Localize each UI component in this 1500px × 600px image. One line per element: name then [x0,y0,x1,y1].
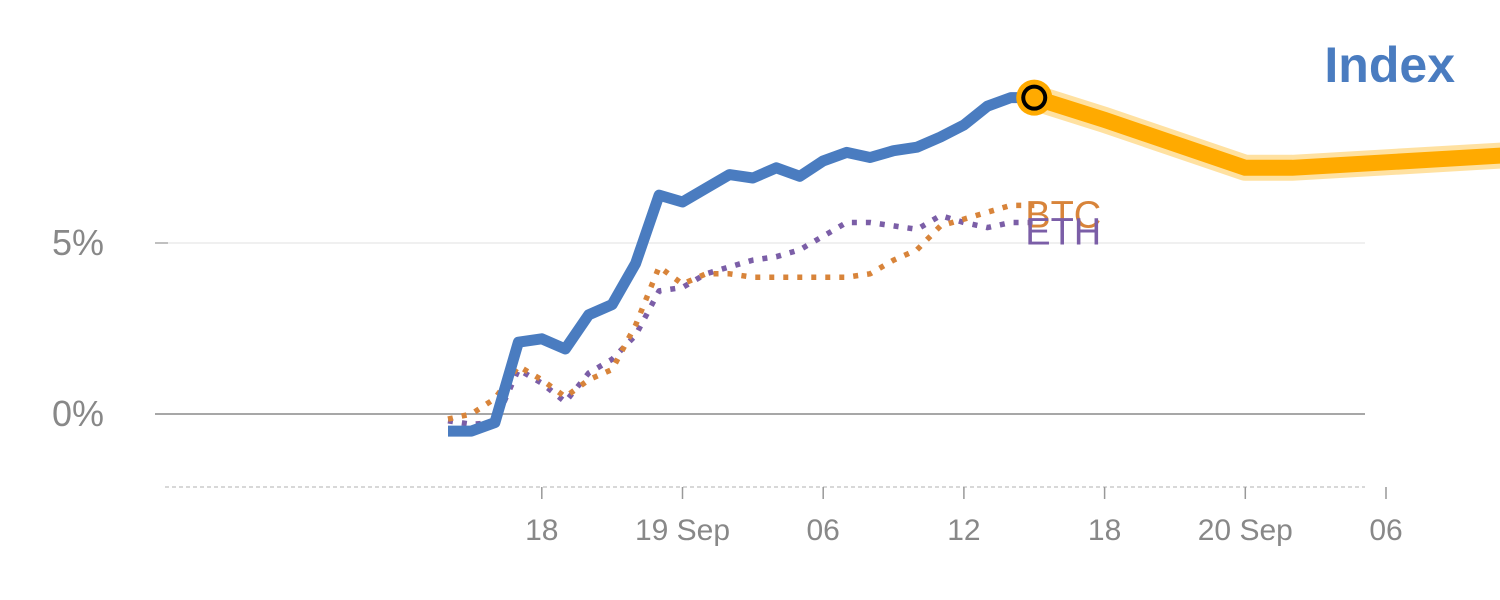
x-tick-label: 18 [525,514,558,547]
x-tick-label: 06 [807,514,840,547]
x-tick-label: 19 Sep [635,514,730,547]
chart-title: Index [1324,37,1455,93]
index-forecast-line [1031,89,1500,176]
grid-layer [155,242,1365,415]
x-tick-label: 12 [947,514,980,547]
series-layer [447,84,1500,437]
eth-series-label: ETH [1025,211,1101,253]
x-tick-label: 06 [1369,514,1402,547]
btc-line [447,202,1035,422]
x-tick-label: 18 [1088,514,1121,547]
index-line [448,92,1035,437]
btc-series-label: BTC [1025,194,1101,236]
x-tick-label: 20 Sep [1198,514,1293,547]
eth-line [447,212,1035,428]
y-tick-label: 0% [52,393,104,434]
current-point-ring [1021,84,1048,111]
y-tick-label: 5% [52,222,104,263]
